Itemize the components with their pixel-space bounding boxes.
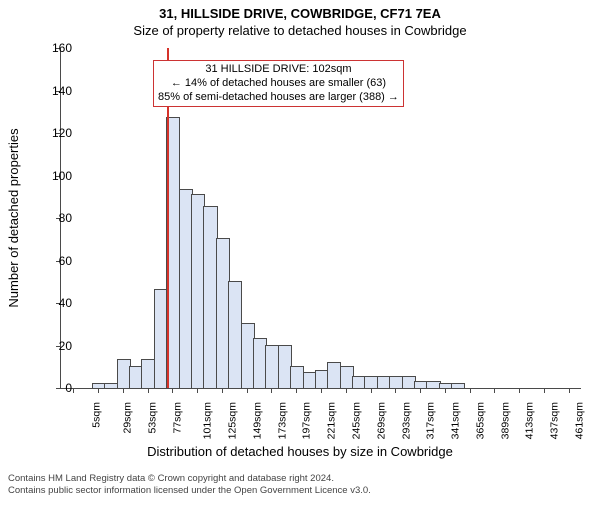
xtick	[73, 388, 74, 393]
xtick	[445, 388, 446, 393]
xtick-label: 53sqm	[146, 402, 158, 434]
xtick-label: 245sqm	[350, 402, 362, 439]
ytick-label: 140	[42, 84, 72, 98]
xtick-label: 125sqm	[226, 402, 238, 439]
xtick-label: 437sqm	[549, 402, 561, 439]
bar	[451, 383, 465, 388]
ytick-label: 40	[42, 296, 72, 310]
credits-line1: Contains HM Land Registry data © Crown c…	[8, 473, 371, 484]
xtick-label: 173sqm	[276, 402, 288, 439]
xtick-label: 389sqm	[499, 402, 511, 439]
ytick-label: 100	[42, 169, 72, 183]
xtick-label: 341sqm	[449, 402, 461, 439]
annotation-line: 85% of semi-detached houses are larger (…	[158, 91, 399, 105]
credits: Contains HM Land Registry data © Crown c…	[8, 473, 371, 496]
plot-area: 5sqm29sqm53sqm77sqm101sqm125sqm149sqm173…	[60, 48, 581, 389]
xtick-label: 149sqm	[251, 402, 263, 439]
y-axis-label: Number of detached properties	[6, 128, 21, 307]
ytick-label: 160	[42, 41, 72, 55]
xtick	[222, 388, 223, 393]
ytick-label: 80	[42, 211, 72, 225]
xtick	[247, 388, 248, 393]
xtick	[172, 388, 173, 393]
xtick-label: 461sqm	[573, 402, 585, 439]
xtick-label: 197sqm	[301, 402, 313, 439]
xtick-label: 77sqm	[171, 402, 183, 434]
xtick	[123, 388, 124, 393]
credits-line2: Contains public sector information licen…	[8, 485, 371, 496]
xtick-label: 293sqm	[400, 402, 412, 439]
xtick-label: 269sqm	[375, 402, 387, 439]
chart-container: Number of detached properties 5sqm29sqm5…	[0, 38, 600, 438]
annotation-line: ← 14% of detached houses are smaller (63…	[158, 77, 399, 91]
xtick	[470, 388, 471, 393]
annotation-box: 31 HILLSIDE DRIVE: 102sqm← 14% of detach…	[153, 60, 404, 107]
chart-title: 31, HILLSIDE DRIVE, COWBRIDGE, CF71 7EA	[0, 6, 600, 21]
xtick	[148, 388, 149, 393]
xtick	[296, 388, 297, 393]
xtick-label: 221sqm	[326, 402, 338, 439]
xtick	[395, 388, 396, 393]
xtick-label: 5sqm	[91, 402, 103, 428]
xtick	[494, 388, 495, 393]
chart-subtitle: Size of property relative to detached ho…	[0, 23, 600, 38]
ytick-label: 20	[42, 339, 72, 353]
annotation-line: 31 HILLSIDE DRIVE: 102sqm	[158, 63, 399, 77]
xtick-label: 101sqm	[202, 402, 214, 439]
x-axis-label: Distribution of detached houses by size …	[0, 444, 600, 459]
xtick	[420, 388, 421, 393]
xtick	[544, 388, 545, 393]
xtick	[519, 388, 520, 393]
xtick	[569, 388, 570, 393]
xtick	[271, 388, 272, 393]
xtick-label: 413sqm	[524, 402, 536, 439]
xtick	[321, 388, 322, 393]
plot-area-wrap: 5sqm29sqm53sqm77sqm101sqm125sqm149sqm173…	[60, 48, 580, 388]
xtick	[98, 388, 99, 393]
xtick-label: 29sqm	[121, 402, 133, 434]
xtick	[346, 388, 347, 393]
ytick-label: 60	[42, 254, 72, 268]
ytick-label: 0	[42, 381, 72, 395]
ytick-label: 120	[42, 126, 72, 140]
xtick-label: 317sqm	[425, 402, 437, 439]
xtick	[197, 388, 198, 393]
xtick-label: 365sqm	[474, 402, 486, 439]
xtick	[371, 388, 372, 393]
